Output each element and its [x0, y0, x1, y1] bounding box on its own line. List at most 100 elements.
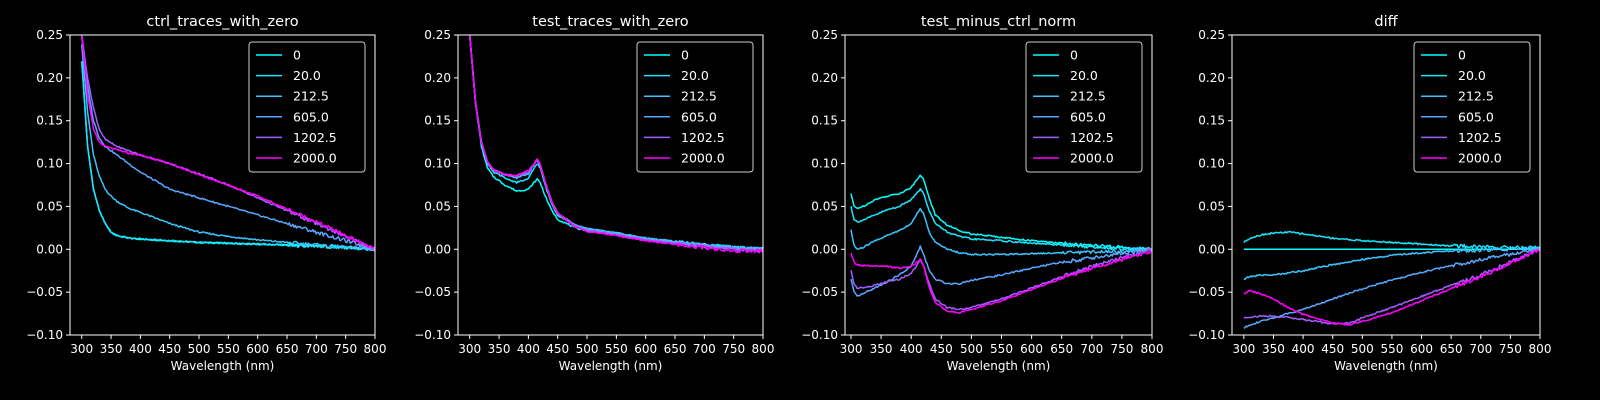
y-tick-label: 0.15 [424, 114, 451, 128]
x-tick-label: 300 [1232, 342, 1255, 356]
x-tick-label: 300 [70, 342, 93, 356]
x-tick-label: 700 [1080, 342, 1103, 356]
x-tick-label: 750 [1499, 342, 1522, 356]
y-tick-label: 0.00 [424, 242, 451, 256]
legend-label: 605.0 [681, 109, 717, 124]
x-tick-label: 700 [693, 342, 716, 356]
legend-label: 212.5 [293, 89, 329, 104]
legend-label: 0 [1070, 48, 1078, 63]
x-tick-label: 600 [246, 342, 269, 356]
x-tick-label: 800 [364, 342, 387, 356]
y-tick-label: 0.10 [811, 157, 838, 171]
y-tick-label: 0.25 [1198, 28, 1225, 42]
y-tick-label: 0.15 [36, 114, 63, 128]
y-tick-label: −0.05 [1188, 285, 1225, 299]
x-axis-label: Wavelength (nm) [947, 359, 1051, 373]
series-line-2000.0 [850, 249, 1152, 315]
y-tick-label: 0.05 [424, 199, 451, 213]
legend-box [1025, 41, 1143, 173]
y-tick-label: 0.20 [1198, 71, 1225, 85]
x-tick-label: 800 [752, 342, 775, 356]
y-tick-label: −0.10 [26, 328, 63, 342]
axes-frame [1231, 34, 1541, 336]
y-tick-label: 0.20 [811, 71, 838, 85]
y-tick-label: 0.10 [36, 157, 63, 171]
y-tick-label: 0.05 [36, 199, 63, 213]
x-tick-label: 600 [634, 342, 657, 356]
axes-frame [457, 34, 764, 336]
legend-label: 1202.5 [1458, 130, 1502, 145]
series-line-605.0 [80, 35, 375, 252]
x-tick-label: 400 [1292, 342, 1315, 356]
y-tick-label: −0.10 [801, 328, 838, 342]
series-line-2000.0 [80, 35, 375, 250]
y-tick-label: 0.20 [36, 71, 63, 85]
x-tick-label: 700 [305, 342, 328, 356]
legend-label: 20.0 [1070, 68, 1098, 83]
legend-box [1413, 41, 1531, 173]
y-tick-label: 0.10 [1198, 157, 1225, 171]
series-group [468, 35, 763, 254]
legend-label: 605.0 [1458, 109, 1494, 124]
legend: 0 20.0 212.5 605.0 1202.5 2000.0 [1413, 41, 1531, 173]
x-tick-label: 800 [1141, 342, 1164, 356]
legend-label: 2000.0 [1070, 151, 1114, 166]
x-tick-label: 500 [1351, 342, 1374, 356]
x-tick-label: 500 [960, 342, 983, 356]
legend-label: 1202.5 [293, 130, 337, 145]
legend-label: 0 [293, 48, 301, 63]
series-group [80, 35, 375, 252]
x-tick-label: 350 [870, 342, 893, 356]
x-tick-label: 750 [334, 342, 357, 356]
y-tick-label: −0.05 [26, 285, 63, 299]
chart-title: test_traces_with_zero [532, 14, 689, 30]
x-tick-label: 650 [1050, 342, 1073, 356]
axes-frame [69, 34, 376, 336]
series-line-212.5 [850, 207, 1152, 256]
x-tick-label: 450 [546, 342, 569, 356]
series-line-1202.5 [850, 248, 1152, 311]
y-tick-label: 0.25 [36, 28, 63, 42]
series-line-20.0 [850, 187, 1152, 252]
x-tick-label: 350 [100, 342, 123, 356]
x-tick-label: 750 [1110, 342, 1133, 356]
legend-label: 0 [1458, 48, 1466, 63]
legend: 0 20.0 212.5 605.0 1202.5 2000.0 [636, 41, 754, 173]
legend-label: 20.0 [681, 68, 709, 83]
y-tick-label: −0.05 [414, 285, 451, 299]
series-line-212.5 [80, 44, 375, 252]
chart-title: test_minus_ctrl_norm [921, 14, 1076, 30]
y-tick-label: 0.00 [36, 242, 63, 256]
legend-label: 1202.5 [681, 130, 725, 145]
y-tick-label: 0.15 [811, 114, 838, 128]
axes-frame [844, 34, 1153, 336]
x-tick-label: 650 [664, 342, 687, 356]
series-line-2000.0 [468, 35, 763, 254]
legend-label: 605.0 [1070, 109, 1106, 124]
legend-label: 2000.0 [293, 151, 337, 166]
x-tick-label: 450 [158, 342, 181, 356]
y-tick-label: 0.20 [424, 71, 451, 85]
x-tick-label: 750 [722, 342, 745, 356]
chart-title: diff [1374, 14, 1398, 30]
x-tick-label: 550 [605, 342, 628, 356]
legend-label: 1202.5 [1070, 130, 1114, 145]
x-tick-label: 550 [990, 342, 1013, 356]
legend-label: 20.0 [293, 68, 321, 83]
y-tick-label: −0.10 [1188, 328, 1225, 342]
series-group [850, 174, 1152, 315]
chart-panel-1: 300 350 400 450 500 550 600 650 700 750 800 −0.10 −0… [26, 14, 386, 373]
legend-label: 605.0 [293, 109, 329, 124]
series-group [1243, 230, 1540, 329]
y-tick-label: 0.10 [424, 157, 451, 171]
chart-panel-2: 300 350 400 450 500 550 600 650 700 750 800 −0.10 −0… [414, 14, 774, 373]
legend-box [636, 41, 754, 173]
legend-box [248, 41, 366, 173]
series-line-20.0 [1243, 230, 1540, 251]
chart-title: ctrl_traces_with_zero [146, 14, 298, 30]
x-tick-label: 500 [576, 342, 599, 356]
x-axis-label: Wavelength (nm) [1334, 359, 1438, 373]
x-tick-label: 600 [1020, 342, 1043, 356]
y-tick-label: 0.15 [1198, 114, 1225, 128]
